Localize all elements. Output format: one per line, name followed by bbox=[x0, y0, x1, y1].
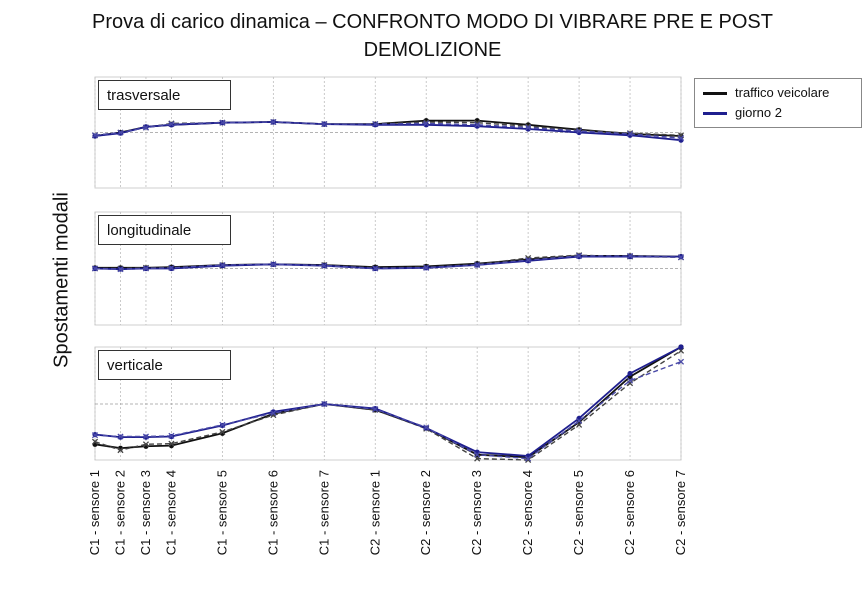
data-point bbox=[525, 124, 532, 131]
series-line bbox=[94, 361, 682, 460]
series-line bbox=[94, 121, 682, 139]
data-point bbox=[423, 264, 430, 271]
series-line bbox=[94, 121, 682, 136]
data-point bbox=[474, 261, 481, 269]
data-point bbox=[91, 432, 99, 439]
x-tick-label: C1 - sensore 2 bbox=[112, 470, 127, 555]
data-point bbox=[677, 135, 685, 142]
series-line bbox=[94, 350, 682, 461]
data-point bbox=[270, 261, 277, 268]
data-point bbox=[525, 456, 532, 464]
data-point bbox=[168, 121, 175, 128]
panel-label: verticale bbox=[98, 350, 231, 380]
x-tick-label: C2 - sensore 2 bbox=[418, 470, 433, 555]
data-point bbox=[219, 428, 226, 436]
legend-swatch-traffico bbox=[703, 92, 727, 96]
x-tick-label: C2 - sensore 3 bbox=[469, 470, 484, 555]
data-point bbox=[423, 120, 430, 127]
data-point bbox=[576, 252, 583, 259]
x-tick-label: C2 - sensore 7 bbox=[673, 470, 688, 555]
data-point bbox=[576, 417, 583, 424]
legend: traffico veicolare giorno 2 bbox=[694, 78, 862, 128]
data-point bbox=[474, 121, 481, 128]
data-point bbox=[576, 128, 583, 135]
data-point bbox=[219, 261, 226, 269]
series-line bbox=[95, 254, 682, 270]
data-point bbox=[270, 410, 277, 417]
data-point bbox=[142, 433, 150, 440]
x-tick-label: C1 - sensore 6 bbox=[265, 470, 280, 555]
x-tick-label: C2 - sensore 5 bbox=[571, 470, 586, 555]
data-point bbox=[626, 130, 634, 137]
data-point bbox=[219, 119, 226, 126]
data-point bbox=[677, 347, 685, 354]
data-point bbox=[525, 455, 532, 462]
data-point bbox=[423, 424, 430, 431]
data-point bbox=[91, 132, 99, 139]
legend-item-traffico: traffico veicolare bbox=[703, 83, 829, 103]
data-point bbox=[219, 421, 226, 428]
data-point bbox=[168, 432, 175, 439]
legend-swatch-giorno2 bbox=[703, 112, 727, 116]
data-point bbox=[626, 377, 634, 384]
legend-label: giorno 2 bbox=[735, 105, 782, 120]
data-point bbox=[474, 451, 481, 458]
data-point bbox=[677, 254, 685, 261]
data-point bbox=[117, 266, 124, 273]
data-point bbox=[677, 358, 685, 365]
data-point bbox=[270, 118, 277, 126]
panel-label: longitudinale bbox=[98, 215, 231, 245]
data-point bbox=[627, 370, 633, 377]
x-tick-label: C1 - sensore 5 bbox=[214, 470, 229, 555]
data-point bbox=[142, 124, 150, 131]
data-point bbox=[626, 252, 634, 259]
x-tick-label: C2 - sensore 6 bbox=[622, 470, 637, 555]
x-tick-label: C1 - sensore 1 bbox=[87, 470, 102, 555]
data-point bbox=[372, 265, 379, 272]
data-point bbox=[678, 344, 684, 350]
x-tick-label: C1 - sensore 3 bbox=[138, 470, 153, 555]
data-point bbox=[91, 438, 99, 445]
data-point bbox=[142, 441, 150, 448]
data-point bbox=[321, 400, 328, 408]
x-tick-label: C1 - sensore 7 bbox=[316, 470, 331, 555]
data-point bbox=[168, 264, 175, 271]
series-line bbox=[94, 121, 682, 142]
data-point bbox=[117, 447, 124, 454]
series-line bbox=[94, 255, 682, 270]
data-point bbox=[91, 265, 99, 272]
x-tick-label: C2 - sensore 4 bbox=[520, 470, 535, 555]
data-point bbox=[525, 257, 532, 264]
data-point bbox=[321, 262, 328, 269]
chart-title: Prova di carico dinamica – CONFRONTO MOD… bbox=[92, 11, 773, 61]
legend-item-giorno2: giorno 2 bbox=[703, 103, 782, 123]
x-tick-label: C2 - sensore 1 bbox=[367, 470, 382, 555]
x-tick-label: C1 - sensore 4 bbox=[163, 470, 178, 555]
legend-label: traffico veicolare bbox=[735, 85, 830, 100]
data-point bbox=[168, 440, 175, 447]
data-point bbox=[117, 129, 124, 136]
data-point bbox=[117, 433, 124, 440]
data-point bbox=[372, 121, 379, 128]
data-point bbox=[321, 121, 328, 128]
panel-label: trasversale bbox=[98, 80, 231, 110]
data-point bbox=[142, 265, 150, 272]
data-point bbox=[372, 406, 379, 413]
